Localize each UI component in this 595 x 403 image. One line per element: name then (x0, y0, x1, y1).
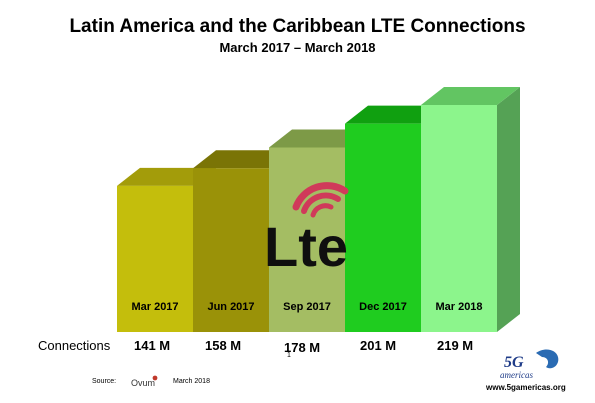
bar-5 (421, 105, 497, 332)
category-label-4: Dec 2017 (359, 301, 407, 313)
value-label-3: 178 M (284, 340, 321, 355)
lte-logo: Lte (264, 182, 349, 278)
category-label-5: Mar 2018 (435, 301, 482, 313)
page-number: 1 (287, 352, 291, 359)
svg-text:Ovum: Ovum (131, 378, 155, 388)
connections-row-label: Connections (38, 338, 111, 353)
chart-subtitle: March 2017 – March 2018 (219, 40, 376, 55)
category-label-3: Sep 2017 (283, 301, 331, 313)
value-label-4: 201 M (360, 338, 397, 353)
bar-1 (117, 185, 193, 332)
category-label-1: Mar 2017 (131, 301, 178, 313)
5g-americas-logo: 5G americas (500, 349, 559, 380)
bar-4 (345, 123, 421, 332)
value-label-2: 158 M (205, 338, 242, 353)
bar-top-2 (193, 150, 292, 169)
bar-top-4 (345, 105, 444, 124)
category-label-2: Jun 2017 (207, 301, 254, 313)
bar-top-5 (421, 87, 520, 105)
source-date: March 2018 (173, 378, 210, 385)
source-label: Source: (92, 378, 117, 385)
value-label-1: 141 M (134, 338, 171, 353)
chart-title: Latin America and the Caribbean LTE Conn… (69, 16, 526, 37)
svg-text:5G: 5G (504, 354, 524, 371)
lte-text: Lte (264, 215, 348, 278)
lte-signal-arc-inner (310, 203, 334, 218)
bar-2 (193, 168, 269, 332)
brand-url: www.5gamericas.org (486, 383, 566, 392)
ovum-logo: Ovum (131, 375, 158, 388)
value-label-5: 219 M (437, 338, 474, 353)
bar-3 (269, 147, 345, 332)
bar-top-1 (117, 167, 216, 186)
lte-signal-arc-middle (301, 192, 341, 214)
lte-signal-arc-outer (292, 182, 349, 211)
bar-top-3 (269, 129, 368, 148)
bar-side-5 (497, 87, 520, 332)
svg-text:americas: americas (500, 370, 533, 380)
